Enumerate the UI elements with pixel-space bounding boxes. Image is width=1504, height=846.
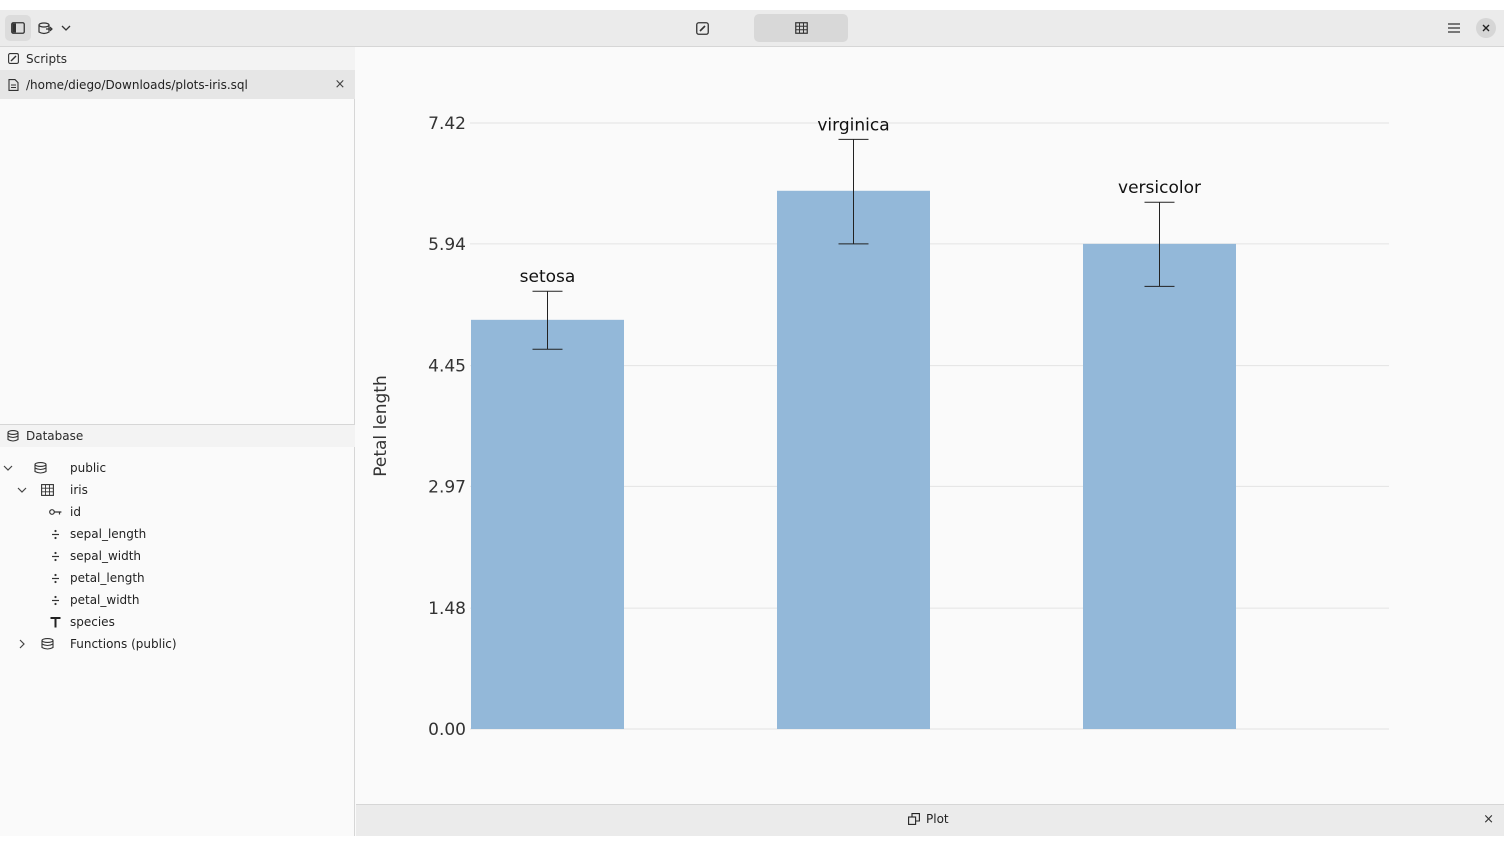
script-icon [7,53,19,64]
y-tick-label: 2.97 [428,477,466,497]
close-plot-button[interactable]: × [1483,812,1494,827]
file-icon [7,78,19,91]
tree-item-petal-width[interactable]: petal_width [0,589,355,611]
tree-item-label: petal_width [70,593,140,607]
database-icon [7,430,19,442]
bar-chart: 0.00 1.48 2.97 4.45 5.94 7.42 Petal length seto… [371,114,1389,740]
sidebar: Scripts /home/diego/Downloads/plots-iris… [0,47,355,836]
toggle-sidebar-button[interactable] [5,15,31,41]
tree-item-label: sepal_width [70,549,142,563]
bottom-panel-bar: Plot × [356,804,1504,836]
tab-plot-label: Plot [926,812,949,826]
app-window: Scripts /home/diego/Downloads/plots-iris… [0,10,1504,836]
tree-item-label: species [70,615,115,629]
connection-menu-button[interactable] [58,18,74,38]
bar-setosa [471,319,624,729]
bar-virginica [777,190,930,730]
tree-item-iris[interactable]: iris [0,479,355,501]
tree-item-sepal-length[interactable]: sepal_length [0,523,355,545]
grid-icon [794,22,808,34]
table-icon [40,483,54,497]
y-tick-label: 4.45 [428,357,466,377]
close-icon [1482,24,1490,32]
tree-item-label: id [70,505,81,519]
tree-item-id[interactable]: id [0,501,355,523]
close-window-button[interactable] [1476,18,1496,38]
chevron-right-icon[interactable] [15,637,29,651]
y-tick-label: 7.42 [428,114,466,134]
tree-item-label: Functions (public) [70,637,177,651]
close-script-button[interactable]: × [334,77,346,92]
numeric-icon [48,527,62,541]
y-tick-label: 5.94 [428,235,466,255]
y-tick-label: 1.48 [428,599,466,619]
chevron-down-icon[interactable] [15,483,29,497]
main-menu-button[interactable] [1443,18,1465,38]
tree-item-label: sepal_length [70,527,147,541]
tab-plot[interactable]: Plot [908,812,949,826]
chevron-down-icon [61,25,71,31]
database-connect-icon [37,21,53,34]
connection-button[interactable] [35,18,55,38]
y-axis-label: Petal length [371,375,391,477]
hamburger-icon [1448,23,1460,33]
tree-item-species[interactable]: species [0,611,355,633]
database-header-label: Database [26,429,84,443]
tree-item-functions-public-[interactable]: Functions (public) [0,633,355,655]
tree-item-label: petal_length [70,571,145,585]
scripts-header-label: Scripts [26,51,68,66]
key-icon [48,505,62,519]
tree-item-petal-length[interactable]: petal_length [0,567,355,589]
tree-item-sepal-width[interactable]: sepal_width [0,545,355,567]
tree-item-public[interactable]: public [0,457,355,479]
script-path: /home/diego/Downloads/plots-iris.sql [26,77,248,92]
plot-area: 0.00 1.48 2.97 4.45 5.94 7.42 Petal length seto… [356,47,1504,804]
y-tick-label: 0.00 [428,720,466,740]
results-view-button[interactable] [754,14,848,42]
sidebar-icon [11,22,25,34]
database-icon [40,637,54,651]
script-item[interactable]: /home/diego/Downloads/plots-iris.sql × [0,70,355,99]
bar-versicolor [1083,243,1236,729]
database-section-header: Database [0,424,355,447]
numeric-icon [48,593,62,607]
scripts-section-header: Scripts [0,47,355,70]
tree-item-label: iris [70,483,88,497]
plot-icon [908,813,920,825]
numeric-icon [48,549,62,563]
header-bar [0,10,1504,47]
chevron-down-icon[interactable] [1,461,15,475]
data-label: virginica [817,115,889,135]
editor-view-button[interactable] [689,16,715,40]
data-label: versicolor [1118,178,1201,198]
text-type-icon [48,615,62,629]
numeric-icon [48,571,62,585]
edit-icon [695,21,709,35]
database-icon [33,461,47,475]
tree-item-label: public [70,461,107,475]
data-label: setosa [520,267,576,287]
